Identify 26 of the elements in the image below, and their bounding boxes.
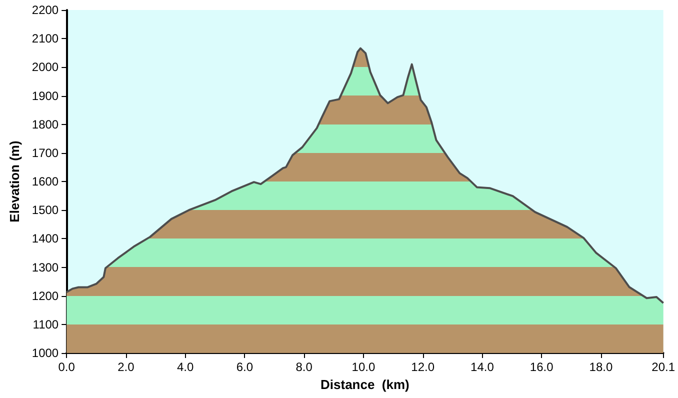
y-tick-label: 1800: [32, 117, 59, 132]
y-tick-label: 2100: [32, 32, 59, 46]
x-axis-title: Distance (km): [320, 376, 410, 392]
y-tick-label: 1900: [32, 88, 59, 103]
x-tick-label: 12.0: [411, 360, 435, 374]
x-tick-label: 6.0: [236, 360, 254, 374]
x-tick-label: 2.0: [118, 360, 135, 374]
x-tick-label: 20.1: [652, 360, 676, 374]
y-tick-label: 1000: [32, 346, 59, 360]
y-tick-label: 1200: [32, 288, 59, 303]
y-tick-label: 1600: [32, 174, 59, 188]
x-tick-label: 10.0: [352, 360, 376, 374]
x-tick-label: 8.0: [296, 360, 313, 374]
y-tick-label: 1700: [32, 146, 59, 160]
y-tick-label: 2000: [32, 60, 59, 74]
x-tick-label: 16.0: [530, 360, 554, 374]
y-tick-label: 2200: [32, 3, 59, 17]
x-tick-label: 14.0: [470, 360, 494, 374]
y-axis-title: Elevation (m): [7, 140, 22, 222]
y-tick-label: 1100: [32, 317, 59, 332]
y-tick-label: 1400: [32, 232, 59, 246]
y-tick-label: 1300: [32, 260, 59, 274]
x-tick-label: 4.0: [177, 360, 194, 374]
y-tick-label: 1500: [32, 203, 59, 218]
x-tick-label: 18.0: [589, 360, 613, 374]
x-tick-label: 0.0: [58, 360, 76, 374]
